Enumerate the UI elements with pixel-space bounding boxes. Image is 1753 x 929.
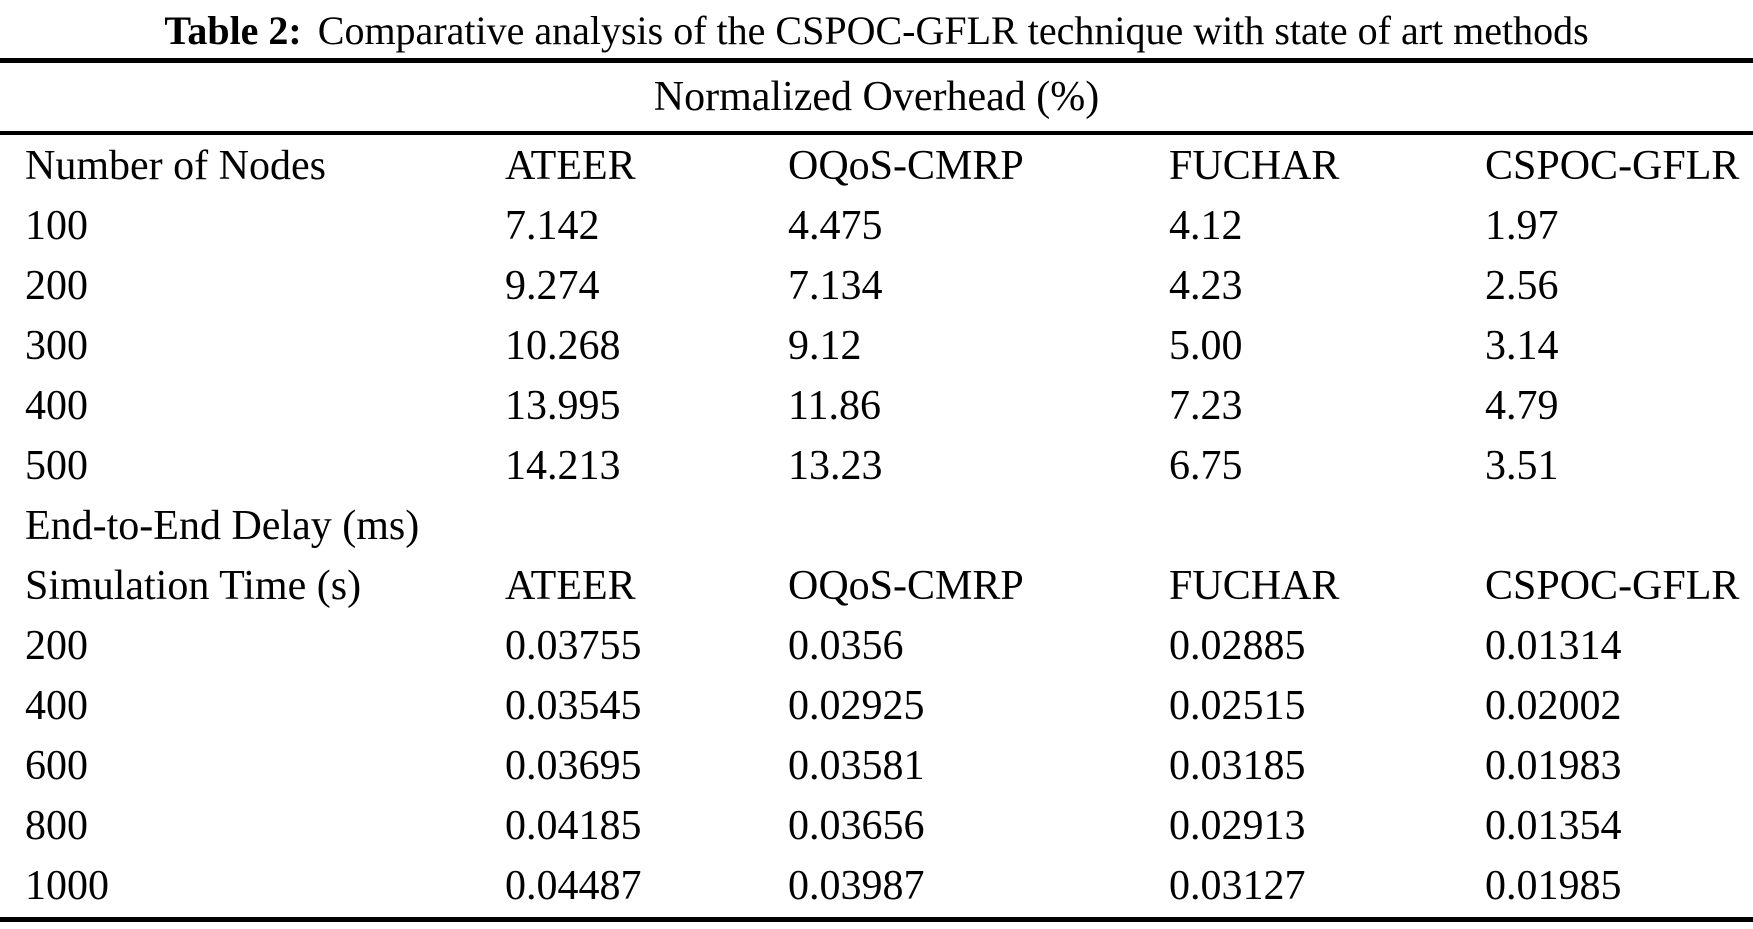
table-cell: 300 [25,323,88,369]
table-cell: 13.23 [788,443,883,489]
table-cell: 0.01354 [1485,803,1622,849]
table-cell: 5.00 [1169,323,1243,369]
data-table: Number of Nodes ATEER OQoS-CMRP FUCHAR C… [0,135,1753,915]
table-caption: Table 2: Comparative analysis of the CSPO… [0,0,1753,58]
table-bottom-rule [0,917,1753,922]
column-header-fuchar: FUCHAR [1169,143,1340,189]
table-cell: 0.02002 [1485,683,1622,729]
table-cell: 1000 [25,863,109,909]
column-header-oqos-cmrp: OQoS-CMRP [788,143,1024,189]
table-cell: 0.02885 [1169,623,1306,669]
table-cell: 200 [25,623,88,669]
table-caption-text: Comparative analysis of the CSPOC-GFLR t… [317,8,1589,53]
table-cell: 7.142 [505,203,600,249]
table-caption-label: Table 2: [164,8,302,53]
table-cell: 0.02925 [788,683,925,729]
table-cell: 10.268 [505,323,621,369]
table-cell: 7.23 [1169,383,1243,429]
section-title-end-to-end-delay: End-to-End Delay (ms) [25,503,420,549]
table-cell: 100 [25,203,88,249]
table-cell: 2.56 [1485,263,1559,309]
table-cell: 0.02515 [1169,683,1306,729]
table-cell: 0.02913 [1169,803,1306,849]
table-cell: 1.97 [1485,203,1559,249]
section-title-normalized-overhead: Normalized Overhead (%) [653,74,1100,120]
table-cell: 14.213 [505,443,621,489]
table-cell: 0.03987 [788,863,925,909]
table-cell: 0.01983 [1485,743,1622,789]
table-cell: 0.03695 [505,743,642,789]
table-cell: 0.01314 [1485,623,1622,669]
table-cell: 4.79 [1485,383,1559,429]
table-cell: 9.274 [505,263,600,309]
table-cell: 400 [25,683,88,729]
table-cell: 400 [25,383,88,429]
table-cell: 4.475 [788,203,883,249]
column-header-simulation-time: Simulation Time (s) [25,563,362,609]
table-cell: 0.03656 [788,803,925,849]
table-cell: 6.75 [1169,443,1243,489]
table-cell: 0.03545 [505,683,642,729]
table-cell: 0.03755 [505,623,642,669]
table-header-rule [0,131,1753,135]
table-cell: 0.03581 [788,743,925,789]
column-header-cspoc-gflr-2: CSPOC-GFLR [1485,563,1740,609]
table-cell: 11.86 [788,383,881,429]
table-cell: 0.04185 [505,803,642,849]
table-cell: 9.12 [788,323,862,369]
table-cell: 0.0356 [788,623,904,669]
column-header-ateer: ATEER [505,143,636,189]
table-cell: 0.04487 [505,863,642,909]
table-cell: 500 [25,443,88,489]
table-cell: 800 [25,803,88,849]
table-cell: 4.12 [1169,203,1243,249]
table-cell: 0.03185 [1169,743,1306,789]
table-cell: 0.01985 [1485,863,1622,909]
column-header-fuchar-2: FUCHAR [1169,563,1340,609]
column-header-oqos-cmrp-2: OQoS-CMRP [788,563,1024,609]
table-cell: 4.23 [1169,263,1243,309]
column-header-ateer-2: ATEER [505,563,636,609]
table-cell: 13.995 [505,383,621,429]
table-cell: 3.14 [1485,323,1559,369]
column-header-number-of-nodes: Number of Nodes [25,143,326,189]
table-cell: 200 [25,263,88,309]
table-cell: 3.51 [1485,443,1559,489]
table-cell: 7.134 [788,263,883,309]
table-cell: 600 [25,743,88,789]
column-header-cspoc-gflr: CSPOC-GFLR [1485,143,1740,189]
table-cell: 0.03127 [1169,863,1306,909]
table-top-rule [0,58,1753,63]
